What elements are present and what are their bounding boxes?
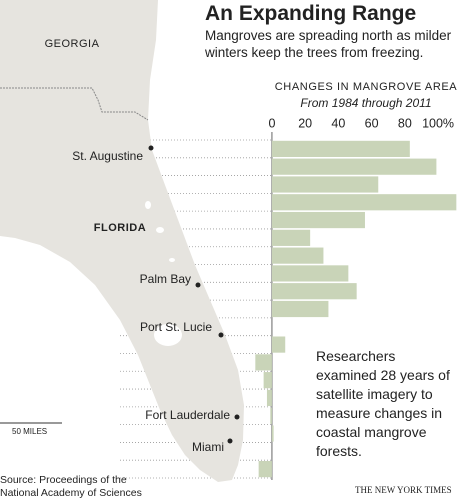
bar [258, 461, 272, 478]
bar [271, 229, 311, 246]
bar [271, 140, 410, 157]
city-label: Port St. Lucie [140, 320, 212, 334]
map-land [0, 0, 244, 482]
bar [271, 336, 286, 353]
lake [156, 227, 164, 233]
bar [271, 247, 324, 264]
bar [271, 425, 274, 442]
x-tick-label: 60 [365, 116, 379, 130]
city-dot [234, 414, 240, 420]
chart-subtitle: From 1984 through 2011 [300, 96, 431, 110]
annotation: Researchers examined 28 years of satelli… [316, 348, 450, 459]
subtitle: Mangroves are spreading north as milder … [205, 28, 452, 60]
city-label: St. Augustine [72, 149, 143, 163]
bar [271, 194, 457, 211]
bar [263, 372, 272, 389]
bar [271, 176, 379, 193]
bar [271, 300, 329, 318]
bar [271, 158, 437, 175]
x-tick-label: 40 [331, 116, 345, 130]
bar [271, 283, 357, 300]
x-tick-label: 100% [422, 116, 454, 130]
bar [270, 407, 272, 424]
bar [271, 265, 349, 282]
city-label: Palm Bay [140, 272, 191, 286]
bar [266, 389, 272, 407]
lake [145, 201, 151, 209]
title: An Expanding Range [205, 2, 417, 25]
state-border [0, 87, 149, 121]
scale-label: 50 MILES [12, 427, 47, 436]
x-tick-label: 20 [298, 116, 312, 130]
state-label: GEORGIA [45, 38, 100, 50]
credit: THE NEW YORK TIMES [355, 485, 452, 495]
city-label: Fort Lauderdale [145, 408, 230, 422]
city-dot [218, 332, 224, 338]
city-label: Miami [192, 440, 224, 454]
state-label: FLORIDA [94, 222, 146, 234]
x-tick-label: 0 [268, 116, 275, 130]
x-tick-label: 80 [398, 116, 412, 130]
bar [255, 354, 272, 371]
bar [271, 211, 365, 229]
city-dot [195, 282, 201, 288]
lake [154, 324, 182, 346]
chart-title: CHANGES IN MANGROVE AREA [275, 81, 458, 93]
city-dot [148, 145, 154, 151]
lake [169, 258, 175, 262]
source: Source: Proceedings of the National Acad… [0, 474, 142, 499]
city-dot [227, 438, 233, 444]
